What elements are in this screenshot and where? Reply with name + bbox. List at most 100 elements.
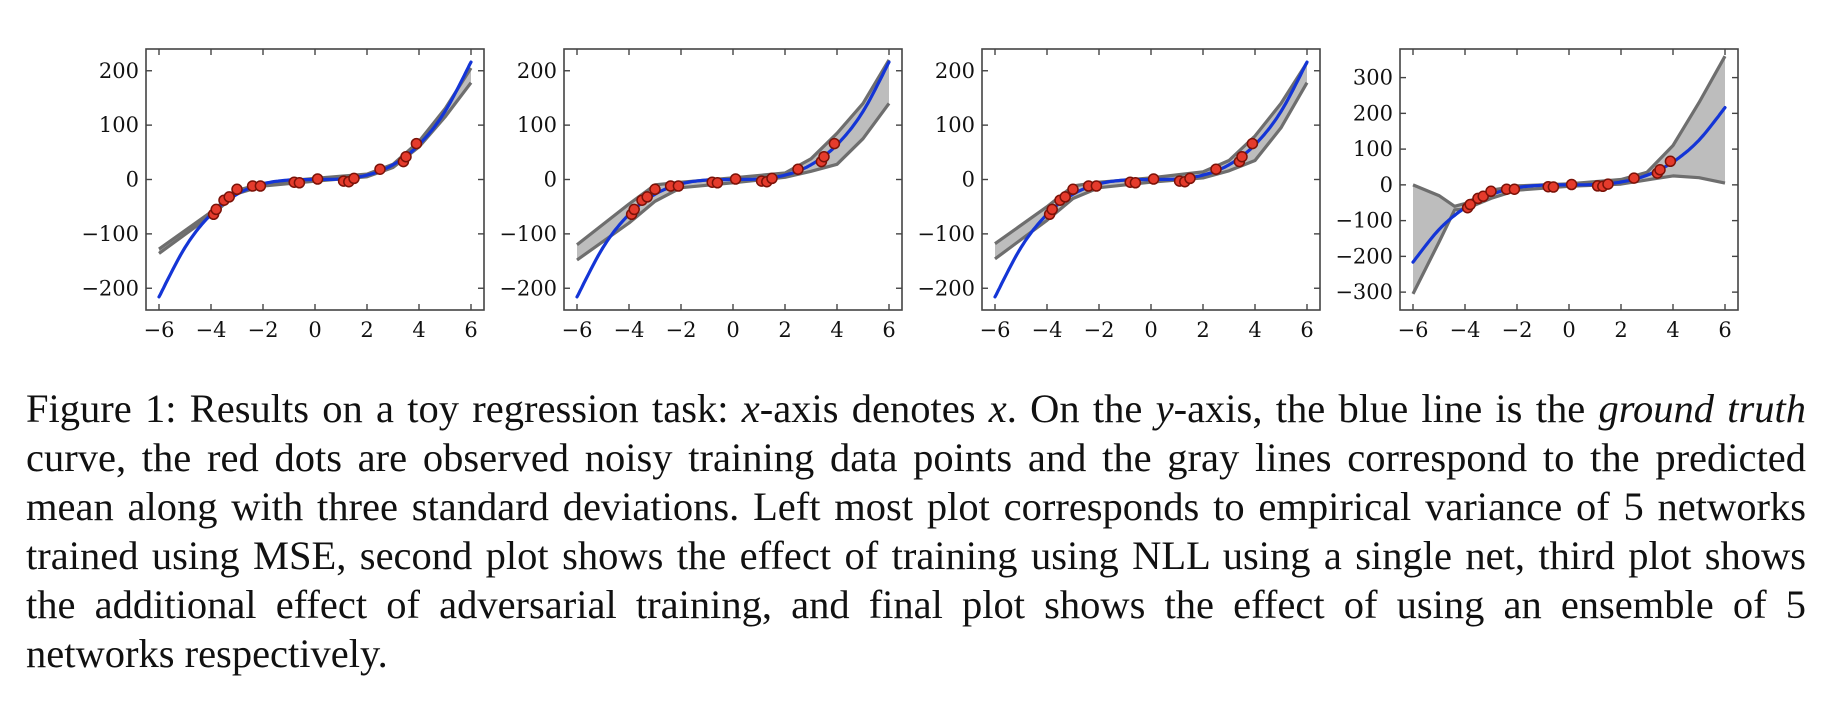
x-tick-label: 6 [1300, 318, 1313, 340]
x-tick-label: −4 [614, 318, 645, 340]
caption-text-3: . On the [1006, 386, 1156, 431]
y-tick-label: 100 [935, 113, 975, 137]
plot-area [157, 60, 473, 299]
x-tick-label: −2 [1502, 318, 1533, 340]
y-tick-label: −100 [917, 222, 975, 246]
y-tick-label: 100 [1353, 137, 1393, 161]
chart-panel-1: −6 −4 −2 0 2 4 6 −200 −100 0 100 200 [81, 48, 485, 340]
observed-point [348, 172, 360, 185]
y-tick-label: 100 [517, 113, 557, 137]
observed-point [293, 177, 306, 189]
observed-point [828, 137, 841, 150]
caption-ground-truth: ground truth [1598, 386, 1806, 431]
x-tick-label: −2 [1084, 318, 1115, 340]
observed-point [223, 191, 235, 203]
x-tick-label: 2 [360, 318, 373, 340]
x-tick-label: −6 [1398, 318, 1429, 340]
x-tick-label: 6 [1718, 318, 1731, 340]
x-tick-label: 0 [1562, 318, 1575, 340]
observed-point [672, 180, 685, 192]
x-tick-label: −4 [196, 318, 227, 340]
observed-point [1246, 137, 1259, 150]
x-tick-label: 0 [308, 318, 321, 340]
y-tick-label: 100 [99, 113, 139, 137]
caption-text-2: -axis denotes [759, 386, 989, 431]
x-tick-label: 4 [1666, 318, 1679, 340]
caption-math-x-1: x [741, 386, 760, 431]
observed-point [711, 177, 724, 189]
band-lower-line [1411, 174, 1726, 295]
chart-panel-4: −6 −4 −2 0 2 4 6 −300 −200 −100 0 100 200 300 [1335, 48, 1739, 340]
plot-area [575, 59, 891, 299]
y-tick-label: 200 [1353, 101, 1393, 125]
observed-point [1059, 191, 1071, 203]
chart-panel-2: −6 −4 −2 0 2 4 6 −200 −100 0 100 200 [499, 48, 903, 340]
x-tick-label: 0 [726, 318, 739, 340]
y-tick-label: 0 [1380, 173, 1393, 197]
x-tick-label: −4 [1032, 318, 1063, 340]
observed-point [1184, 172, 1196, 185]
observed-point [1046, 203, 1058, 216]
y-tick-label: −300 [1335, 280, 1393, 304]
observed-point [649, 183, 661, 196]
observed-point [1090, 180, 1103, 192]
observed-point [210, 203, 222, 216]
y-tick-label: 200 [517, 59, 557, 83]
observed-point [1602, 178, 1614, 190]
observed-point [1129, 177, 1142, 189]
y-tick-label: −100 [1335, 209, 1393, 233]
observed-point [792, 163, 804, 175]
x-tick-label: −2 [666, 318, 697, 340]
y-tick-label: 0 [962, 168, 975, 192]
y-tick-label: −200 [499, 276, 557, 300]
observed-point [818, 150, 830, 163]
x-tick-label: 4 [412, 318, 425, 340]
y-tick-label: 200 [935, 59, 975, 83]
y-tick-label: −200 [81, 276, 139, 300]
uncertainty-band [159, 68, 471, 254]
observed-point [1547, 181, 1560, 193]
y-tick-label: −200 [1335, 244, 1393, 268]
observed-point [1664, 155, 1677, 168]
caption-text-5: curve, the red dots are observed noisy t… [26, 435, 1806, 676]
observed-point [1210, 163, 1222, 175]
observed-point [1565, 178, 1578, 191]
plot-area [993, 60, 1309, 299]
caption-math-y: y [1155, 386, 1174, 431]
observed-point [1628, 172, 1640, 184]
x-tick-label: 2 [1196, 318, 1209, 340]
x-tick-label: −4 [1450, 318, 1481, 340]
y-tick-label: −200 [917, 276, 975, 300]
observed-point [231, 183, 243, 196]
y-tick-label: 200 [99, 59, 139, 83]
x-tick-label: −6 [980, 318, 1011, 340]
observed-point [400, 150, 412, 163]
x-tick-label: 6 [464, 318, 477, 340]
observed-point [641, 191, 653, 203]
y-tick-label: 0 [126, 168, 139, 192]
y-tick-label: 0 [544, 168, 557, 192]
x-tick-label: −6 [144, 318, 175, 340]
caption-text-1: Figure 1: Results on a toy regression ta… [26, 386, 742, 431]
x-tick-label: 2 [778, 318, 791, 340]
observed-point [1067, 183, 1079, 196]
x-tick-label: −2 [248, 318, 279, 340]
x-tick-label: 2 [1614, 318, 1627, 340]
observed-point [374, 163, 386, 175]
x-tick-label: 0 [1144, 318, 1157, 340]
plot-area [1411, 55, 1727, 295]
chart-panel-3: −6 −4 −2 0 2 4 6 −200 −100 0 100 200 [917, 48, 1321, 340]
observed-point [1508, 183, 1521, 195]
caption-math-x-2: x [988, 386, 1007, 431]
band-lower-line [994, 81, 1309, 261]
observed-point [628, 203, 640, 216]
x-tick-label: −6 [562, 318, 593, 340]
x-tick-label: 6 [882, 318, 895, 340]
x-tick-label: 4 [830, 318, 843, 340]
observed-point [1236, 150, 1248, 163]
observed-point [1464, 198, 1476, 211]
observed-point [1485, 185, 1497, 198]
observed-point [410, 137, 423, 150]
figure-caption: Figure 1: Results on a toy regression ta… [26, 384, 1806, 678]
